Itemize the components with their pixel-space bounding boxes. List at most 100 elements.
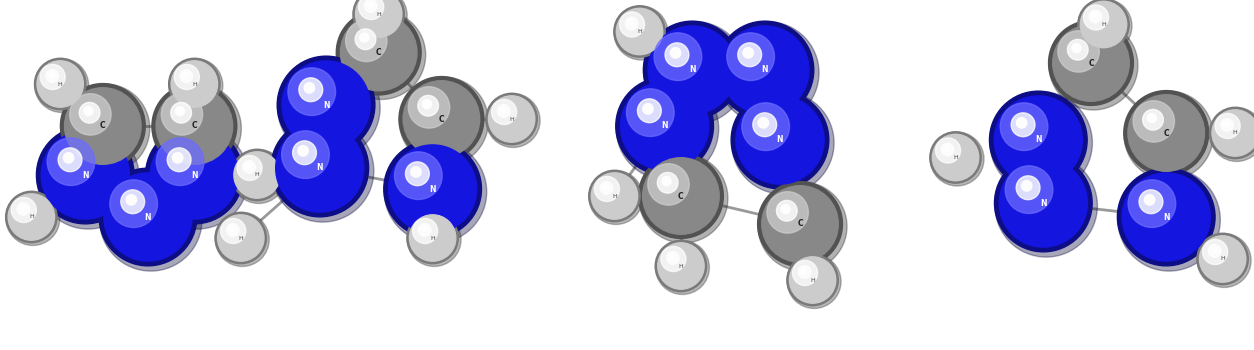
Ellipse shape bbox=[1125, 91, 1213, 180]
Ellipse shape bbox=[162, 94, 203, 135]
Ellipse shape bbox=[84, 106, 93, 116]
Ellipse shape bbox=[485, 93, 537, 145]
Ellipse shape bbox=[36, 126, 134, 224]
Ellipse shape bbox=[150, 131, 238, 219]
Ellipse shape bbox=[360, 33, 369, 42]
Ellipse shape bbox=[229, 226, 234, 232]
Ellipse shape bbox=[41, 131, 129, 219]
Ellipse shape bbox=[759, 182, 846, 271]
Ellipse shape bbox=[658, 243, 705, 289]
Text: C: C bbox=[439, 114, 444, 124]
Ellipse shape bbox=[761, 186, 839, 262]
Ellipse shape bbox=[643, 104, 653, 114]
Ellipse shape bbox=[1196, 233, 1248, 285]
Ellipse shape bbox=[744, 48, 754, 58]
Ellipse shape bbox=[340, 14, 418, 91]
Ellipse shape bbox=[628, 20, 633, 25]
Text: H: H bbox=[1233, 131, 1238, 135]
Ellipse shape bbox=[168, 58, 221, 110]
Ellipse shape bbox=[1048, 21, 1134, 105]
Text: H: H bbox=[1101, 22, 1106, 27]
Ellipse shape bbox=[153, 84, 241, 173]
Ellipse shape bbox=[354, 0, 404, 40]
Ellipse shape bbox=[367, 2, 372, 8]
Ellipse shape bbox=[423, 99, 431, 108]
Ellipse shape bbox=[271, 120, 374, 222]
Ellipse shape bbox=[1080, 1, 1127, 48]
Ellipse shape bbox=[403, 81, 480, 157]
Text: H: H bbox=[637, 29, 642, 34]
Ellipse shape bbox=[145, 127, 248, 229]
Ellipse shape bbox=[282, 131, 330, 178]
Ellipse shape bbox=[942, 143, 954, 156]
Ellipse shape bbox=[781, 204, 790, 214]
Ellipse shape bbox=[616, 77, 714, 175]
Ellipse shape bbox=[354, 0, 408, 42]
Ellipse shape bbox=[665, 43, 688, 66]
Ellipse shape bbox=[120, 190, 144, 214]
Ellipse shape bbox=[638, 154, 724, 238]
Text: C: C bbox=[376, 48, 381, 57]
Ellipse shape bbox=[1011, 113, 1035, 136]
Ellipse shape bbox=[793, 260, 818, 286]
Ellipse shape bbox=[49, 72, 54, 78]
Ellipse shape bbox=[643, 21, 741, 119]
Text: H: H bbox=[612, 194, 617, 198]
Ellipse shape bbox=[1211, 110, 1254, 156]
Ellipse shape bbox=[171, 103, 192, 123]
Ellipse shape bbox=[409, 215, 456, 261]
Text: H: H bbox=[238, 236, 243, 240]
Ellipse shape bbox=[6, 191, 60, 245]
Ellipse shape bbox=[655, 33, 702, 80]
Ellipse shape bbox=[1058, 31, 1100, 72]
Ellipse shape bbox=[498, 105, 510, 117]
Ellipse shape bbox=[731, 91, 829, 189]
Ellipse shape bbox=[721, 26, 809, 114]
Ellipse shape bbox=[589, 170, 643, 224]
Ellipse shape bbox=[736, 96, 824, 184]
Ellipse shape bbox=[648, 26, 736, 114]
Ellipse shape bbox=[1224, 121, 1229, 127]
Ellipse shape bbox=[999, 159, 1087, 247]
Text: H: H bbox=[1220, 257, 1225, 261]
Ellipse shape bbox=[157, 138, 204, 186]
Ellipse shape bbox=[1022, 181, 1032, 191]
Ellipse shape bbox=[6, 191, 58, 243]
Ellipse shape bbox=[492, 99, 517, 125]
Ellipse shape bbox=[994, 155, 1097, 257]
Ellipse shape bbox=[617, 8, 662, 55]
Ellipse shape bbox=[271, 119, 369, 217]
Ellipse shape bbox=[246, 163, 251, 169]
Ellipse shape bbox=[1078, 0, 1132, 53]
Text: N: N bbox=[1035, 135, 1042, 145]
Ellipse shape bbox=[411, 167, 421, 177]
Text: N: N bbox=[1040, 198, 1047, 208]
Ellipse shape bbox=[174, 64, 199, 90]
Ellipse shape bbox=[1221, 119, 1234, 131]
Ellipse shape bbox=[292, 141, 316, 164]
Text: H: H bbox=[192, 82, 197, 86]
Ellipse shape bbox=[155, 88, 233, 164]
Ellipse shape bbox=[384, 141, 487, 243]
Ellipse shape bbox=[637, 99, 661, 122]
Text: N: N bbox=[688, 65, 696, 75]
Text: N: N bbox=[661, 121, 668, 131]
Ellipse shape bbox=[731, 92, 834, 194]
Ellipse shape bbox=[488, 96, 534, 142]
Ellipse shape bbox=[752, 113, 776, 136]
Ellipse shape bbox=[1052, 25, 1130, 101]
Ellipse shape bbox=[399, 77, 484, 161]
Ellipse shape bbox=[305, 83, 315, 93]
Ellipse shape bbox=[409, 87, 450, 128]
Ellipse shape bbox=[601, 182, 613, 194]
Ellipse shape bbox=[58, 148, 82, 172]
Ellipse shape bbox=[221, 218, 246, 244]
Ellipse shape bbox=[648, 164, 690, 205]
Ellipse shape bbox=[181, 70, 193, 82]
Ellipse shape bbox=[48, 138, 95, 186]
Text: H: H bbox=[58, 82, 63, 86]
Ellipse shape bbox=[788, 254, 838, 306]
Ellipse shape bbox=[667, 252, 680, 264]
Text: N: N bbox=[191, 170, 198, 180]
Text: H: H bbox=[810, 278, 815, 282]
